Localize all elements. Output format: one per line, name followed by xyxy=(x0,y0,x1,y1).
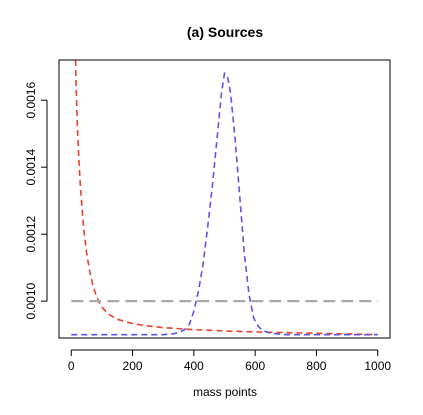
y-tick-label: 0.0010 xyxy=(24,282,38,319)
series-line-1 xyxy=(74,60,378,336)
x-tick-label: 800 xyxy=(306,359,326,373)
x-axis-label: mass points xyxy=(193,385,257,399)
x-tick-label: 200 xyxy=(123,359,143,373)
x-tick-label: 0 xyxy=(68,359,75,373)
x-tick-label: 400 xyxy=(184,359,204,373)
chart-title: (a) Sources xyxy=(187,24,263,40)
x-tick-label: 1000 xyxy=(364,359,391,373)
plot-frame xyxy=(58,59,391,339)
y-tick-label: 0.0012 xyxy=(24,215,38,252)
y-axis: 0.0010 0.0012 0.0014 0.0016 xyxy=(24,82,48,320)
plot-area xyxy=(58,59,391,339)
y-tick-label: 0.0016 xyxy=(24,82,38,119)
x-tick-label: 600 xyxy=(245,359,265,373)
y-tick-label: 0.0014 xyxy=(24,149,38,186)
series-line-2 xyxy=(71,71,378,336)
x-axis: 0 200 400 600 800 1000 xyxy=(68,349,391,373)
